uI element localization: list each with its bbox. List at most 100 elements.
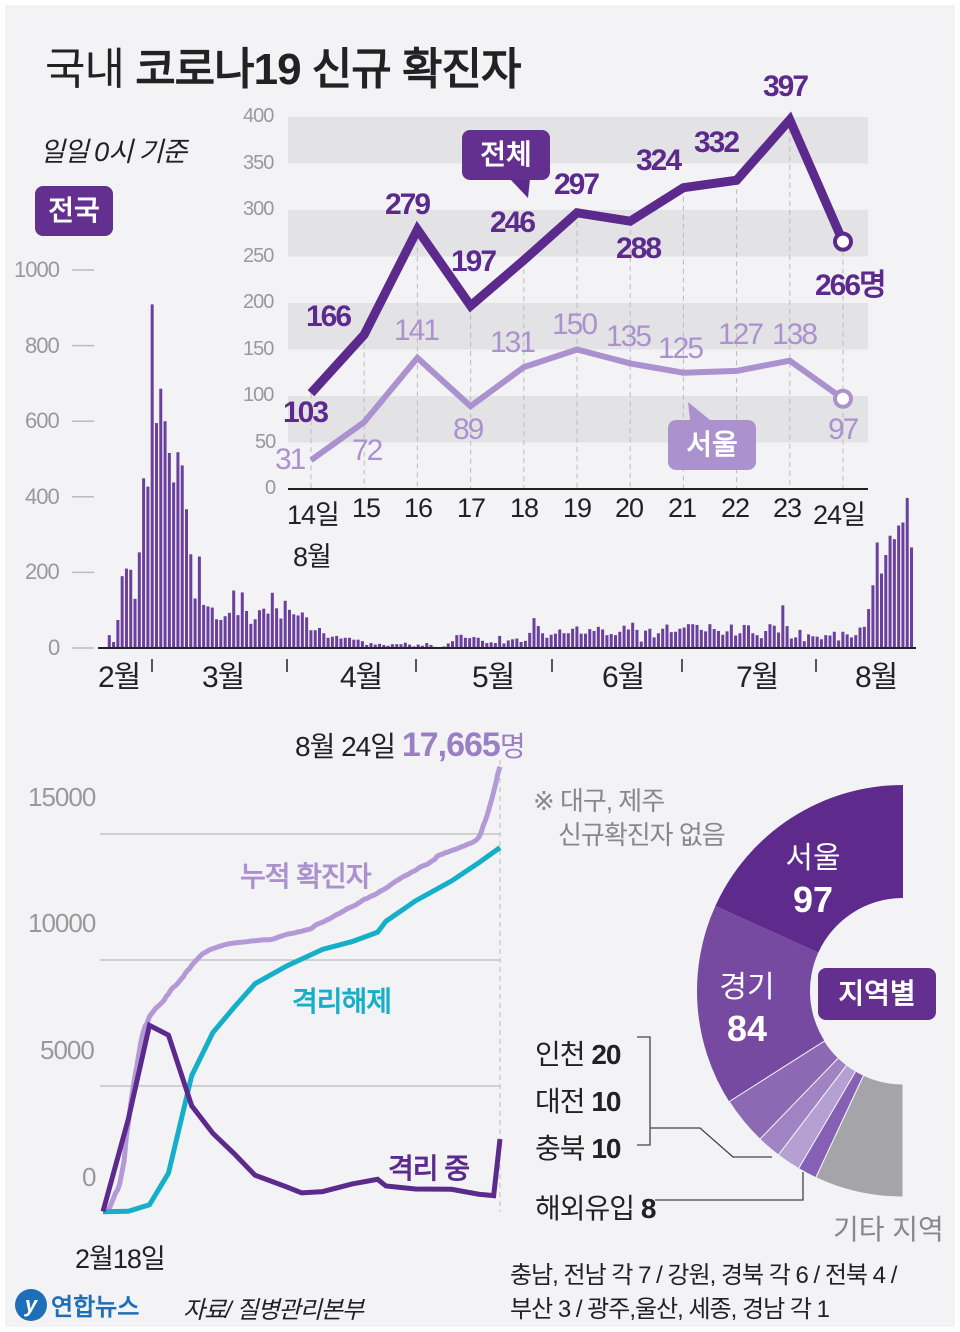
seoul-value-label: 150: [552, 308, 598, 341]
daily-bar: [382, 644, 386, 648]
daily-bar: [515, 638, 519, 648]
daily-bar: [210, 607, 214, 648]
daily-bar: [300, 612, 304, 648]
daily-bar: [832, 631, 836, 648]
daily-bar: [764, 630, 768, 648]
daily-bar: [708, 624, 712, 648]
daily-bar: [879, 573, 883, 648]
daily-bar: [459, 634, 463, 648]
daily-bar: [137, 552, 141, 648]
cum-y-label: 0: [82, 1162, 97, 1192]
bracket: [637, 1036, 651, 1146]
daily-bar: [691, 624, 695, 648]
daily-bar: [223, 616, 227, 648]
daily-bar: [558, 629, 562, 648]
total-callout: 전체: [462, 130, 550, 180]
daily-bar: [802, 641, 806, 648]
daily-bar: [862, 626, 866, 648]
y-tick-label: 600: [25, 408, 60, 434]
daily-bar: [202, 604, 206, 648]
daily-bar: [150, 304, 154, 648]
daily-bar: [219, 620, 223, 648]
daily-bar: [343, 637, 347, 648]
daily-bar: [511, 639, 515, 648]
daily-bar: [545, 637, 549, 648]
daily-bar: [669, 632, 673, 648]
daily-bar: [159, 388, 163, 648]
daily-bar: [335, 635, 339, 648]
daily-bar: [815, 636, 819, 648]
daily-bar: [901, 522, 905, 648]
inset-x-label: 16: [404, 493, 433, 523]
daily-bar: [154, 423, 158, 648]
inset-x-label: 22: [721, 493, 750, 523]
month-label: 5월: [472, 661, 515, 694]
chart-canvas: [72, 111, 916, 1215]
daily-bar: [133, 598, 137, 648]
daily-bar: [858, 627, 862, 648]
pie-slice-6: [815, 1074, 904, 1198]
inset-y-label: 100: [243, 384, 274, 406]
daily-bar: [416, 644, 420, 648]
last-point-marker: [833, 231, 853, 252]
seoul-value-label: 125: [658, 332, 704, 365]
daily-bar: [652, 637, 656, 648]
daily-bar: [592, 630, 596, 648]
daily-bar: [455, 635, 459, 648]
seoul-line: [309, 346, 845, 463]
region-badge: 지역별: [818, 968, 936, 1020]
daily-bar: [287, 609, 291, 648]
inset-y-label: 400: [243, 105, 274, 127]
daily-bar: [326, 637, 330, 648]
y-tick-label: 1000: [14, 257, 60, 282]
cum-y-label: 15000: [28, 782, 96, 812]
daily-bar: [528, 632, 532, 648]
daily-bar: [686, 624, 690, 648]
national-badge: 전국: [35, 186, 113, 236]
daily-bar: [403, 642, 407, 648]
inset-y-label: 150: [243, 337, 274, 360]
daily-bar: [571, 628, 575, 648]
month-label: 4월: [340, 661, 383, 694]
daily-bar: [798, 629, 802, 648]
seoul-value-label: 127: [718, 318, 764, 351]
inset-x-label: 23: [773, 493, 802, 523]
daily-bar: [759, 638, 763, 648]
daily-bar: [716, 630, 720, 648]
inset-y-label: 0: [265, 477, 276, 499]
released-line: [102, 845, 502, 1215]
month-label: 2월: [98, 661, 141, 694]
daily-bar: [892, 539, 896, 648]
daily-bar: [429, 644, 433, 648]
daily-bar: [566, 633, 570, 648]
daily-bar: [279, 618, 283, 648]
daily-bar: [322, 633, 326, 648]
daily-bar: [197, 556, 201, 648]
daily-bar: [485, 643, 489, 648]
cum-y-label: 5000: [40, 1035, 95, 1065]
daily-bar: [704, 631, 708, 648]
seoul-value-label: 138: [772, 318, 818, 351]
seoul-value-label: 31: [275, 443, 306, 476]
inset-x-label: 24일: [813, 500, 866, 530]
daily-bar: [129, 569, 133, 648]
total-value-label: 288: [616, 232, 662, 265]
daily-bar: [390, 644, 394, 648]
daily-bar: [399, 644, 403, 648]
callout-tail: [688, 402, 710, 420]
last-point-marker: [833, 388, 853, 409]
y-tick-label: 0: [48, 635, 60, 660]
daily-bar: [532, 618, 536, 648]
daily-bar: [365, 644, 369, 648]
cumulative-total: 8월 24일 17,665명: [295, 726, 526, 764]
daily-bar: [313, 630, 317, 648]
source-text: 자료/ 질병관리본부: [183, 1297, 364, 1324]
grid-band: [288, 396, 868, 443]
daily-bar: [725, 631, 729, 648]
daily-bar: [172, 482, 176, 648]
daily-bar: [339, 638, 343, 648]
daily-bar: [541, 633, 545, 648]
month-label: 8월: [855, 661, 898, 694]
daily-bar: [142, 478, 146, 648]
daily-bar: [378, 643, 382, 648]
